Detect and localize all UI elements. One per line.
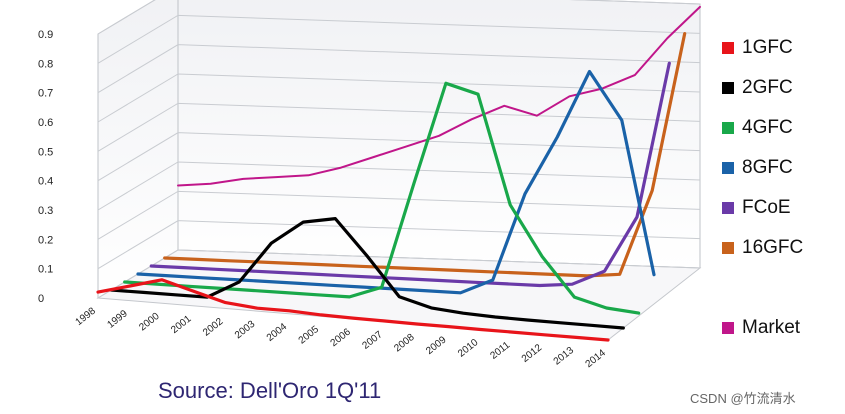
x-tick-label: 2010 [456,337,481,360]
x-tick-label: 2014 [584,347,609,370]
gridline [97,0,701,35]
gridline [97,132,701,182]
legend-label: Market [742,317,801,338]
x-tick-label: 2004 [265,321,290,344]
chart-grid [97,0,701,299]
x-tick-label: 2008 [392,332,417,355]
side-wall [97,0,179,299]
series-line-market [177,5,701,187]
legend-item-fcoe: FCoE [722,196,791,220]
legend-label: FCoE [742,197,791,218]
series-line-1gfc [96,278,610,342]
series-line-8gfc [136,69,656,295]
watermark: CSDN @竹流清水 [690,391,796,406]
x-tick-label: 2013 [552,345,577,368]
legend-label: 1GFC [742,37,793,58]
legend-label: 2GFC [742,77,793,98]
x-tick-label: 2003 [233,319,258,342]
series-line-2gfc [109,217,625,330]
legend-item-1gfc: 1GFC [722,36,793,60]
x-tick-label: 2011 [488,340,512,362]
y-tick-label: 0.6 [38,117,53,129]
legend-item-8gfc: 8GFC [722,156,793,180]
legend-swatch [722,122,734,134]
legend-item-16gfc: 16GFC [722,236,803,260]
back-wall [177,0,701,269]
legend-label: 4GFC [742,117,793,138]
y-tick-label: 0.8 [38,58,53,70]
gridline [97,14,701,64]
y-tick-label: 0.1 [38,264,53,276]
y-tick-label: 0.3 [38,205,53,217]
legend-label: 16GFC [742,237,804,258]
gridline [97,161,701,211]
y-tick-label: 0.5 [38,146,53,158]
x-tick-label: 2006 [329,326,354,349]
legend-swatch [722,42,734,54]
y-axis-ticks: 0 0.1 0.2 0.3 0.4 0.5 0.6 0.7 0.8 0.9 [38,29,53,305]
gridline [97,102,701,152]
y-tick-label: 0.7 [38,88,53,100]
series-line-4gfc [123,81,641,315]
gridline [97,190,701,240]
x-tick-label: 2002 [201,316,226,339]
legend-label: 8GFC [742,157,793,178]
y-tick-label: 0.4 [38,176,53,188]
legend-item-2gfc: 2GFC [722,76,793,100]
gridline [97,44,701,94]
legend-swatch [722,322,734,334]
legend-item-4gfc: 4GFC [722,116,793,140]
series-layer [96,5,701,342]
x-tick-label: 2007 [360,329,385,352]
legend-swatch [722,162,734,174]
legend-swatch [722,202,734,214]
source-caption: Source: Dell'Oro 1Q'11 [158,378,382,403]
legend-item-market: Market [722,316,800,340]
x-tick-label: 2000 [137,311,162,334]
x-tick-label: 1999 [105,308,130,331]
gridline [97,73,701,123]
x-tick-label: 1998 [74,305,99,328]
series-line-fcoe [149,61,671,288]
x-tick-label: 2005 [297,324,322,347]
legend-swatch [722,82,734,94]
y-tick-label: 0.9 [38,29,53,41]
x-tick-label: 2001 [169,313,194,336]
x-tick-label: 2009 [424,334,449,357]
y-tick-label: 0 [38,293,44,305]
y-tick-label: 0.2 [38,234,53,246]
legend-swatch [722,242,734,254]
x-tick-label: 2012 [520,342,545,365]
